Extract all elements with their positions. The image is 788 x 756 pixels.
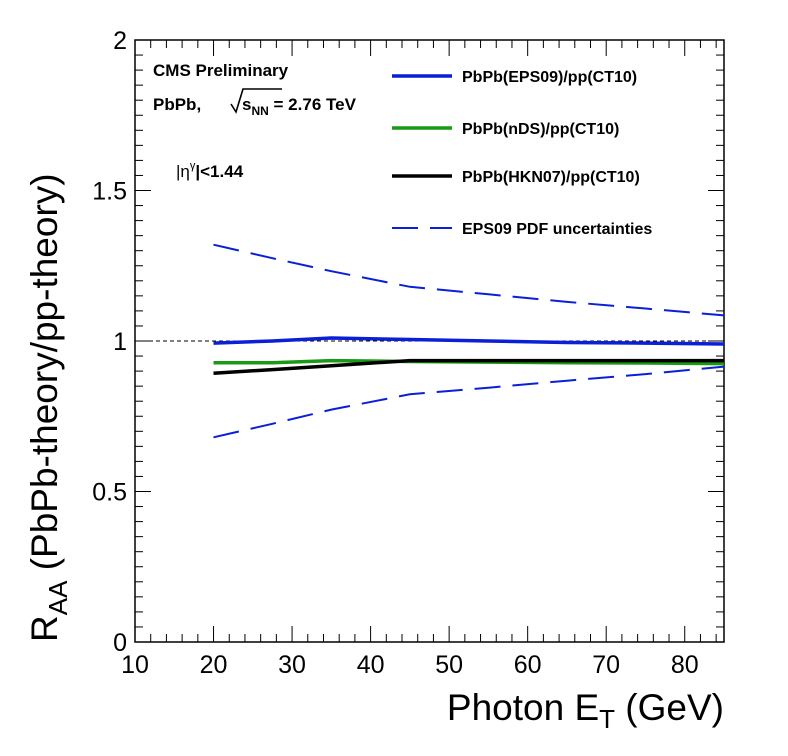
x-title-sub: T (599, 704, 615, 734)
y-tick-label: 1 (113, 328, 127, 356)
energy-sqrt-var: s (242, 95, 251, 114)
eta-cut-label: |ηγ|<1.44 (176, 160, 244, 181)
x-title-unit: (GeV) (615, 687, 724, 728)
legend-label: PbPb(HKN07)/pp(CT10) (462, 169, 640, 186)
x-tick-label: 20 (200, 651, 228, 679)
x-axis-title: Photon ET (GeV) (447, 687, 724, 734)
y-tick-label: 2 (113, 27, 127, 55)
y-axis-ticks: 0 0.5 1 1.5 2 (92, 27, 724, 657)
y-title-rest: (PbPb-theory/pp-theory) (24, 173, 65, 580)
x-tick-label: 80 (671, 651, 699, 679)
series-line-0 (213, 336, 725, 346)
y-axis-title: RAA (PbPb-theory/pp-theory) (24, 173, 73, 642)
system-text: PbPb, (153, 95, 201, 114)
energy-label: sNN = 2.76 TeV (242, 95, 357, 118)
legend-label: PbPb(nDS)/pp(CT10) (462, 121, 619, 138)
eta-pre: |η (176, 162, 190, 181)
legend-label: PbPb(EPS09)/pp(CT10) (462, 69, 637, 86)
x-axis-ticks: 10 20 30 40 50 60 70 80 (121, 40, 717, 679)
system-label: PbPb, (153, 95, 201, 114)
sqrt-symbol-icon (230, 88, 282, 114)
eta-post: |<1.44 (195, 162, 243, 181)
x-tick-label: 60 (514, 651, 542, 679)
legend-label: EPS09 PDF uncertainties (462, 221, 652, 238)
energy-sqrt-sub: NN (251, 104, 268, 118)
x-tick-label: 40 (357, 651, 385, 679)
y-title-sub: AA (43, 580, 73, 615)
series-line-2 (213, 358, 724, 375)
series-line-4 (213, 365, 725, 439)
series-layer (213, 243, 725, 439)
x-tick-label: 50 (435, 651, 463, 679)
x-tick-label: 30 (278, 651, 306, 679)
energy-value: = 2.76 TeV (269, 95, 357, 114)
y-title-main: R (24, 615, 65, 642)
x-title-main: Photon E (447, 687, 599, 728)
y-tick-label: 0.5 (92, 479, 127, 507)
experiment-label: CMS Preliminary (153, 61, 289, 80)
y-tick-label: 0 (113, 629, 127, 657)
series-line-3 (213, 243, 725, 317)
legend: PbPb(EPS09)/pp(CT10) PbPb(nDS)/pp(CT10) Pb… (392, 69, 652, 238)
y-tick-label: 1.5 (92, 178, 127, 206)
eta-sup: γ (190, 160, 196, 172)
x-tick-label: 10 (121, 651, 149, 679)
x-tick-label: 70 (592, 651, 620, 679)
